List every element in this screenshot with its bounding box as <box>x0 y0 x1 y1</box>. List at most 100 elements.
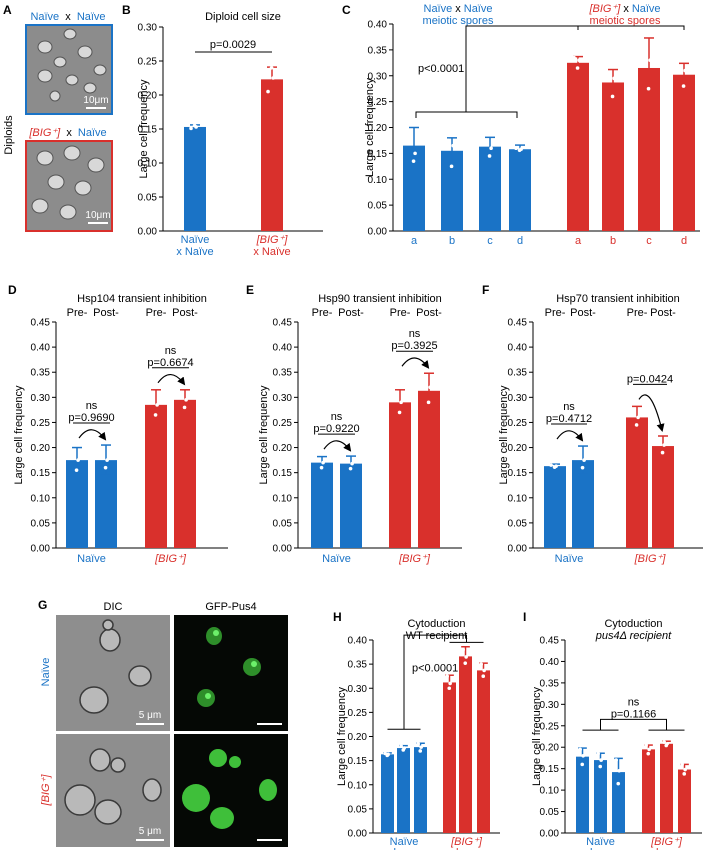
bar <box>418 390 440 548</box>
cell <box>63 28 77 40</box>
y-tick-label: 0.25 <box>508 418 528 429</box>
data-point <box>657 438 661 442</box>
data-point <box>192 123 197 128</box>
data-point <box>155 403 159 407</box>
x-tick-label: [BIG⁺] <box>256 234 289 246</box>
bar <box>576 756 589 833</box>
cell <box>213 630 219 636</box>
data-point <box>418 749 423 753</box>
y-tick-label: 0.20 <box>273 443 293 454</box>
y-tick-label: 0.25 <box>540 721 560 732</box>
group-label: Naïve <box>77 553 106 565</box>
gfp-column-label: GFP-Pus4 <box>205 601 256 613</box>
cell <box>37 40 53 54</box>
cell <box>128 665 152 687</box>
data-point <box>447 686 452 691</box>
y-tick-label: 0.10 <box>540 786 560 797</box>
data-point <box>266 89 270 94</box>
data-point <box>271 76 275 80</box>
cell <box>210 807 234 829</box>
group-label: [BIG⁺] <box>634 553 667 565</box>
data-point <box>428 385 432 390</box>
y-axis-label: Large cell frequency <box>13 385 25 485</box>
gfp-naive-image <box>174 615 288 731</box>
group-label: [BIG⁺] <box>650 836 683 848</box>
bar <box>340 463 362 548</box>
data-point <box>517 148 522 153</box>
y-tick-label: 0.15 <box>540 764 560 775</box>
cell <box>89 748 111 772</box>
cell <box>110 757 126 773</box>
pre-post-label: Post- <box>93 307 119 319</box>
data-point <box>401 748 406 752</box>
group-strain-label: Naïve <box>464 3 493 15</box>
y-tick-label: 0.45 <box>273 318 293 329</box>
y-tick-label: 0.30 <box>138 23 158 34</box>
x-tick-label: c <box>646 235 652 247</box>
panel-letter-a: A <box>3 3 12 17</box>
pre-post-label: Post- <box>416 307 442 319</box>
data-point <box>648 58 652 63</box>
y-tick-label: 0.00 <box>348 829 368 840</box>
bar <box>660 743 673 833</box>
y-tick-label: 0.05 <box>540 807 560 818</box>
transition-arrow <box>401 357 430 369</box>
p-value-label: p=0.0424 <box>627 373 673 385</box>
data-point <box>643 53 647 57</box>
y-axis-label: Large cell frequency <box>498 385 510 485</box>
bar <box>145 404 167 548</box>
y-axis-label: Large cell frequency <box>258 385 270 485</box>
data-point <box>631 408 635 412</box>
cell <box>205 693 211 699</box>
data-point <box>350 461 354 466</box>
panel-letter-b: B <box>122 3 131 17</box>
naive-label: Naïve <box>77 11 106 23</box>
data-point <box>646 86 651 91</box>
group-label: donor <box>586 847 614 850</box>
cell <box>79 686 109 714</box>
gfp-big-cells <box>182 749 277 829</box>
data-point <box>607 71 611 75</box>
y-axis-label: Large cell frequency <box>531 686 543 786</box>
bar <box>174 399 196 548</box>
data-point <box>105 458 109 462</box>
data-point <box>662 740 666 744</box>
chart-title: Hsp104 transient inhibition <box>77 293 207 305</box>
bar <box>602 82 624 231</box>
y-tick-label: 0.25 <box>138 57 158 68</box>
transition-arrow <box>556 430 584 442</box>
y-tick-label: 0.45 <box>540 636 560 647</box>
y-tick-label: 0.40 <box>368 20 388 31</box>
y-tick-label: 0.00 <box>368 227 388 238</box>
data-point <box>598 764 603 769</box>
x-tick-label: b <box>610 235 616 247</box>
naive-row-label: Naïve <box>40 658 52 687</box>
bar <box>567 62 589 231</box>
data-point <box>269 66 274 70</box>
data-point <box>446 138 450 143</box>
data-point <box>184 398 188 402</box>
y-tick-label: 0.00 <box>508 544 528 555</box>
y-tick-label: 0.35 <box>540 678 560 689</box>
group-label: [BIG⁺] <box>398 553 431 565</box>
data-point <box>678 66 682 70</box>
data-point <box>399 400 403 405</box>
group-strain-label: Naïve <box>424 3 453 15</box>
pre-post-label: Pre- <box>545 307 566 319</box>
data-point <box>575 66 580 70</box>
data-point <box>408 130 412 135</box>
data-point <box>448 681 452 686</box>
data-point <box>484 138 488 143</box>
panel-letter-f: F <box>482 283 489 297</box>
significance-bracket <box>403 634 467 730</box>
data-point <box>445 674 449 678</box>
cell <box>77 45 93 59</box>
group-label: [BIG⁺] <box>450 836 483 848</box>
y-tick-label: 0.35 <box>31 368 51 379</box>
chart-subtitle: pus4Δ recipient <box>595 630 672 642</box>
data-point <box>345 458 349 462</box>
ns-label: ns <box>563 401 575 413</box>
y-tick-label: 0.10 <box>138 159 158 170</box>
cell <box>87 157 105 173</box>
chart-c: 0.00 0.05 0.10 0.15 0.20 0.25 0.30 0.35 0.40 Larg… <box>364 3 700 247</box>
